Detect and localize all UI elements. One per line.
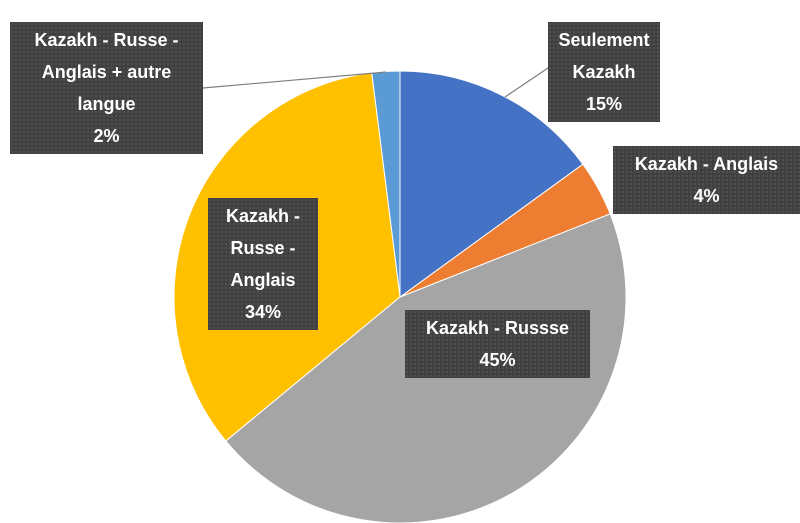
value-label: 34%: [244, 302, 282, 322]
leader-line: [504, 67, 549, 98]
data-label: Kazakh - Anglais 4%: [613, 146, 800, 214]
value-label: 45%: [479, 350, 516, 370]
data-label: Kazakh - Russe - Anglais 34%: [208, 198, 318, 330]
value-label: 4%: [693, 186, 720, 206]
category-name: Kazakh - Anglais: [634, 154, 779, 174]
category-name: Kazakh - Russe - Anglais + autre langue: [34, 30, 179, 114]
category-name: Kazakh - Russse: [425, 318, 570, 338]
data-label: Seulement Kazakh 15%: [548, 22, 660, 122]
data-label: Kazakh - Russe - Anglais + autre langue 2…: [10, 22, 203, 154]
value-label: 15%: [585, 94, 623, 114]
pie-slice: [399, 70, 584, 298]
data-label: Kazakh - Russse 45%: [405, 310, 590, 378]
leader-line: [202, 71, 387, 89]
value-label: 2%: [93, 126, 120, 146]
category-name: Kazakh - Russe - Anglais: [225, 206, 301, 290]
category-name: Seulement Kazakh: [558, 30, 650, 82]
